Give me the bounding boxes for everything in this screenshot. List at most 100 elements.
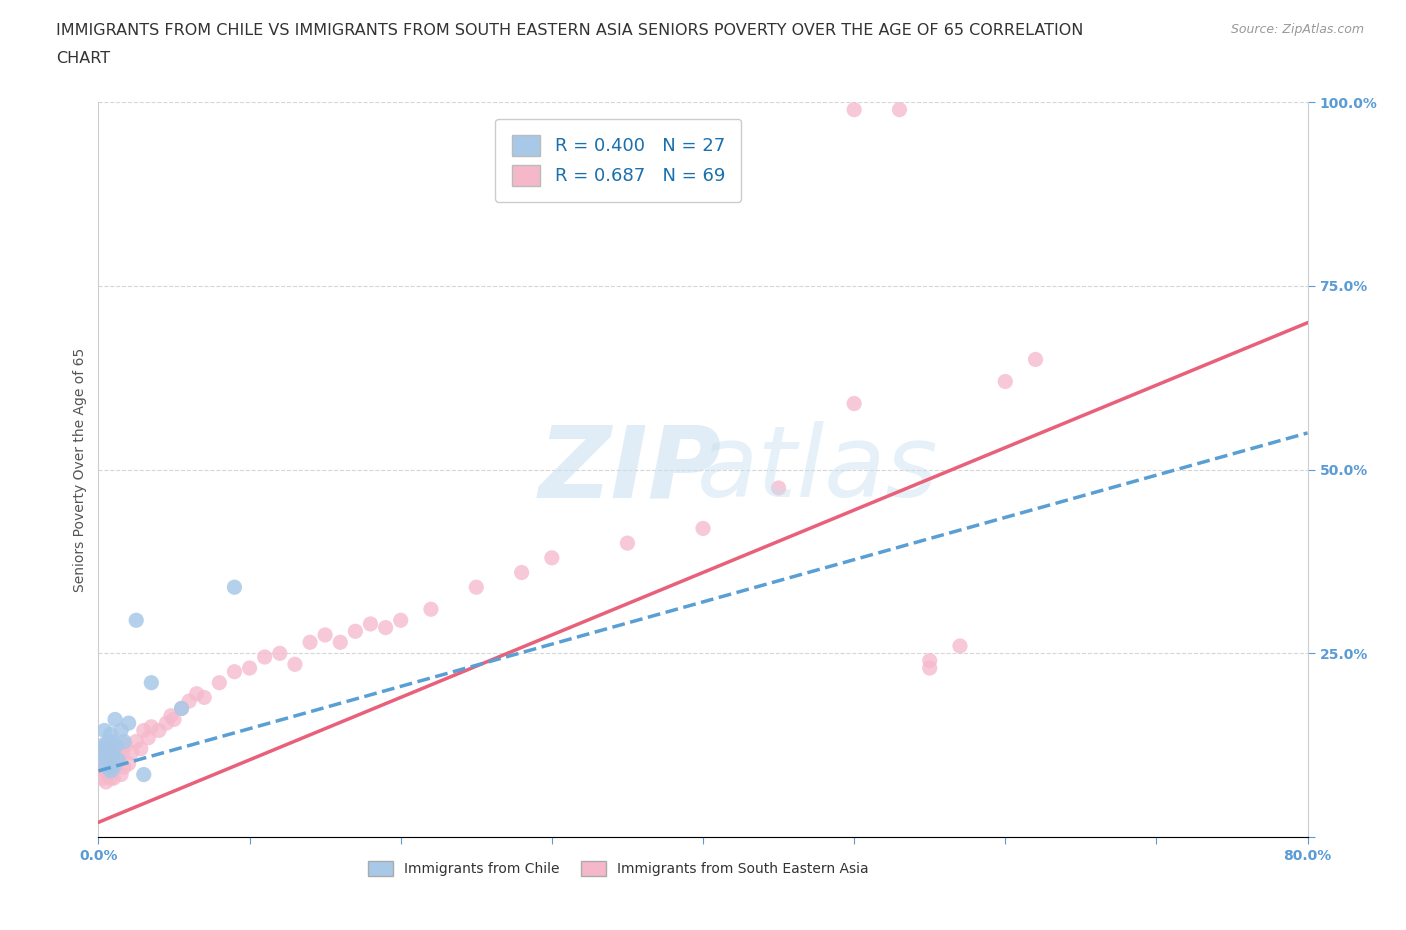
Point xyxy=(105,760,128,775)
Point xyxy=(96,749,118,764)
Point xyxy=(170,701,193,716)
Point xyxy=(118,716,141,731)
Point xyxy=(94,749,117,764)
Point xyxy=(155,716,177,731)
Point xyxy=(91,737,114,752)
Point xyxy=(389,613,412,628)
Point xyxy=(540,551,562,565)
Point xyxy=(103,749,125,764)
Point xyxy=(103,760,125,775)
Point xyxy=(148,723,170,737)
Point xyxy=(510,565,533,580)
Point xyxy=(136,730,159,745)
Text: atlas: atlas xyxy=(697,421,939,518)
Text: ZIP: ZIP xyxy=(538,421,721,518)
Point xyxy=(93,756,115,771)
Text: CHART: CHART xyxy=(56,51,110,66)
Point xyxy=(94,756,117,771)
Point xyxy=(329,635,352,650)
Point xyxy=(125,613,148,628)
Point xyxy=(224,664,246,679)
Point xyxy=(420,602,443,617)
Point xyxy=(208,675,231,690)
Point xyxy=(844,102,866,117)
Point xyxy=(224,579,246,594)
Point xyxy=(94,775,117,790)
Point xyxy=(91,771,114,786)
Point xyxy=(160,709,183,724)
Point xyxy=(93,764,115,778)
Point xyxy=(100,764,122,778)
Point xyxy=(93,741,115,756)
Point xyxy=(253,649,276,664)
Point xyxy=(100,726,122,741)
Point xyxy=(193,690,215,705)
Point xyxy=(186,686,208,701)
Point xyxy=(170,701,193,716)
Point xyxy=(107,741,129,756)
Point xyxy=(90,745,112,760)
Point xyxy=(101,745,124,760)
Point xyxy=(110,723,132,737)
Text: IMMIGRANTS FROM CHILE VS IMMIGRANTS FROM SOUTH EASTERN ASIA SENIORS POVERTY OVER: IMMIGRANTS FROM CHILE VS IMMIGRANTS FROM… xyxy=(56,23,1084,38)
Point xyxy=(101,734,124,749)
Point xyxy=(299,635,322,650)
Point xyxy=(103,771,125,786)
Point xyxy=(360,617,382,631)
Point xyxy=(994,374,1017,389)
Point xyxy=(179,694,201,709)
Point xyxy=(141,675,163,690)
Point xyxy=(121,745,143,760)
Point xyxy=(616,536,638,551)
Point xyxy=(104,712,127,727)
Point xyxy=(141,720,163,735)
Point xyxy=(284,657,307,671)
Point xyxy=(465,579,488,594)
Point xyxy=(107,752,129,767)
Point xyxy=(132,723,155,737)
Point xyxy=(103,756,125,771)
Point xyxy=(111,745,134,760)
Point xyxy=(98,752,121,767)
Point xyxy=(110,767,132,782)
Point xyxy=(96,767,118,782)
Legend: Immigrants from Chile, Immigrants from South Eastern Asia: Immigrants from Chile, Immigrants from S… xyxy=(363,856,875,882)
Text: Source: ZipAtlas.com: Source: ZipAtlas.com xyxy=(1230,23,1364,36)
Point xyxy=(344,624,367,639)
Point xyxy=(918,653,941,668)
Point xyxy=(89,760,111,775)
Point xyxy=(96,760,118,775)
Point xyxy=(91,745,114,760)
Point xyxy=(112,734,135,749)
Point xyxy=(125,734,148,749)
Point xyxy=(1024,352,1046,367)
Point xyxy=(844,396,866,411)
Point xyxy=(129,741,152,756)
Point xyxy=(374,620,396,635)
Point xyxy=(98,737,121,752)
Point xyxy=(949,639,972,654)
Point xyxy=(889,102,911,117)
Point xyxy=(108,752,131,767)
Point xyxy=(118,756,141,771)
Point xyxy=(692,521,714,536)
Point xyxy=(101,745,124,760)
Point xyxy=(112,760,135,775)
Point xyxy=(93,723,115,737)
Point xyxy=(104,749,127,764)
Point xyxy=(918,660,941,675)
Point xyxy=(239,660,262,675)
Point xyxy=(163,712,186,727)
Point xyxy=(768,481,790,496)
Y-axis label: Seniors Poverty Over the Age of 65: Seniors Poverty Over the Age of 65 xyxy=(73,348,87,591)
Point xyxy=(314,628,336,643)
Point xyxy=(114,737,136,752)
Point xyxy=(100,771,122,786)
Point xyxy=(90,752,112,767)
Point xyxy=(98,734,121,749)
Point xyxy=(132,767,155,782)
Point xyxy=(98,760,121,775)
Point xyxy=(96,741,118,756)
Point xyxy=(101,764,124,778)
Point xyxy=(94,737,117,752)
